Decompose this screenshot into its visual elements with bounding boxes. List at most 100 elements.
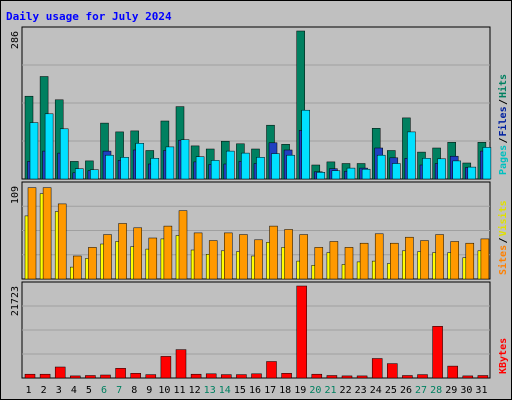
bar-kbytes-day-24 [371,358,383,379]
x-tick-label: 14 [219,385,231,396]
bar-pages-day-21 [331,170,341,180]
x-tick-label: 24 [370,385,382,396]
bar-kbytes-day-20 [311,373,323,379]
bar-kbytes-day-17 [266,361,277,379]
bar-sites-day-31 [480,238,490,280]
bar-kbytes-day-26 [402,375,413,379]
bar-pages-day-24 [376,154,386,180]
bar-kbytes-day-19 [296,285,307,379]
x-tick-label: 20 [309,385,321,396]
bar-sites-day-11 [178,210,188,280]
panel-3-ymax-label: 21723 [10,286,21,316]
bar-sites-day-1 [27,187,37,280]
legend-separator: / [498,237,509,243]
bar-kbytes-day-30 [462,375,474,379]
x-tick-label: 15 [234,385,246,396]
bar-pages-day-26 [407,131,416,180]
x-tick-label: 19 [294,385,306,396]
x-tick-label: 26 [400,385,412,396]
x-tick-label: 12 [189,385,201,396]
x-tick-label: 27 [415,385,427,396]
bar-pages-day-31 [482,147,492,180]
bar-kbytes-day-13 [205,373,217,379]
bar-pages-day-20 [316,172,326,180]
bar-kbytes-day-8 [130,373,141,379]
x-tick-label: 1 [26,385,32,396]
bar-kbytes-day-16 [251,373,262,379]
bar-sites-day-29 [450,241,459,280]
bar-kbytes-day-18 [281,373,292,379]
bar-kbytes-day-22 [341,375,353,379]
bar-kbytes-day-25 [387,363,398,379]
bar-kbytes-day-15 [236,374,247,379]
x-tick-label: 11 [173,385,185,396]
legend-separator: / [498,99,509,105]
bar-sites-day-30 [465,242,475,280]
bar-kbytes-day-4 [70,375,81,379]
bar-sites-day-12 [193,232,203,280]
x-tick-label: 13 [204,385,216,396]
chart-title: Daily usage for July 2024 [6,10,172,23]
bar-sites-day-16 [254,239,263,280]
bar-pages-day-14 [226,150,235,180]
bar-sites-day-23 [359,242,369,280]
bar-kbytes-day-9 [145,374,157,379]
bar-kbytes-day-29 [447,365,458,379]
bar-pages-day-19 [301,109,310,180]
bar-kbytes-day-6 [100,374,111,379]
bar-kbytes-day-2 [39,373,51,379]
bar-pages-day-4 [75,168,84,180]
bar-kbytes-day-12 [190,373,202,379]
bar-pages-day-18 [286,154,295,180]
bar-pages-day-30 [467,166,477,180]
x-tick-label: 17 [264,385,276,396]
bar-sites-day-15 [239,234,248,280]
bar-pages-day-7 [120,157,129,180]
bar-sites-day-8 [133,227,142,280]
x-tick-label: 28 [430,385,442,396]
bar-sites-day-4 [73,255,82,280]
bar-sites-day-22 [344,247,354,280]
legend-kbytes: KBytes [498,338,509,374]
bar-sites-day-5 [88,247,97,280]
x-tick-label: 4 [71,385,77,396]
bar-pages-day-28 [437,158,446,180]
bar-sites-day-7 [118,223,127,280]
bar-pages-day-11 [180,139,190,180]
x-tick-label: 31 [475,385,487,396]
bar-pages-day-8 [135,143,144,180]
bar-pages-day-6 [105,154,114,180]
x-tick-label: 6 [101,385,107,396]
x-tick-label: 3 [56,385,62,396]
bar-sites-day-14 [224,232,233,280]
bar-kbytes-day-7 [115,368,126,379]
legend-sites: Sites [497,245,509,275]
x-tick-label: 8 [131,385,137,396]
bar-pages-day-23 [361,168,371,180]
bar-kbytes-day-27 [417,374,428,379]
bar-sites-day-27 [420,240,429,280]
bar-kbytes-day-14 [221,374,232,379]
bar-pages-day-17 [271,153,280,180]
x-tick-label: 7 [116,385,122,396]
bar-pages-day-16 [256,157,265,180]
legend-separator: / [498,137,509,143]
bar-pages-day-15 [241,152,250,180]
panel-2-ymax-label: 109 [10,186,21,204]
x-tick-label: 10 [158,385,170,396]
bar-kbytes-day-1 [24,373,36,379]
legend-visits: Visits [497,200,509,236]
bar-kbytes-day-31 [477,375,489,379]
bar-pages-day-29 [452,160,461,180]
x-tick-label: 22 [340,385,352,396]
bar-kbytes-day-21 [326,375,338,379]
x-tick-label: 18 [279,385,291,396]
bar-pages-day-9 [150,158,160,180]
bar-sites-day-21 [329,241,339,280]
legend-files: Files [497,106,509,136]
bar-sites-day-20 [314,247,324,280]
panel-1-ymax-label: 286 [10,31,21,49]
legend-hits: Hits [497,74,509,98]
